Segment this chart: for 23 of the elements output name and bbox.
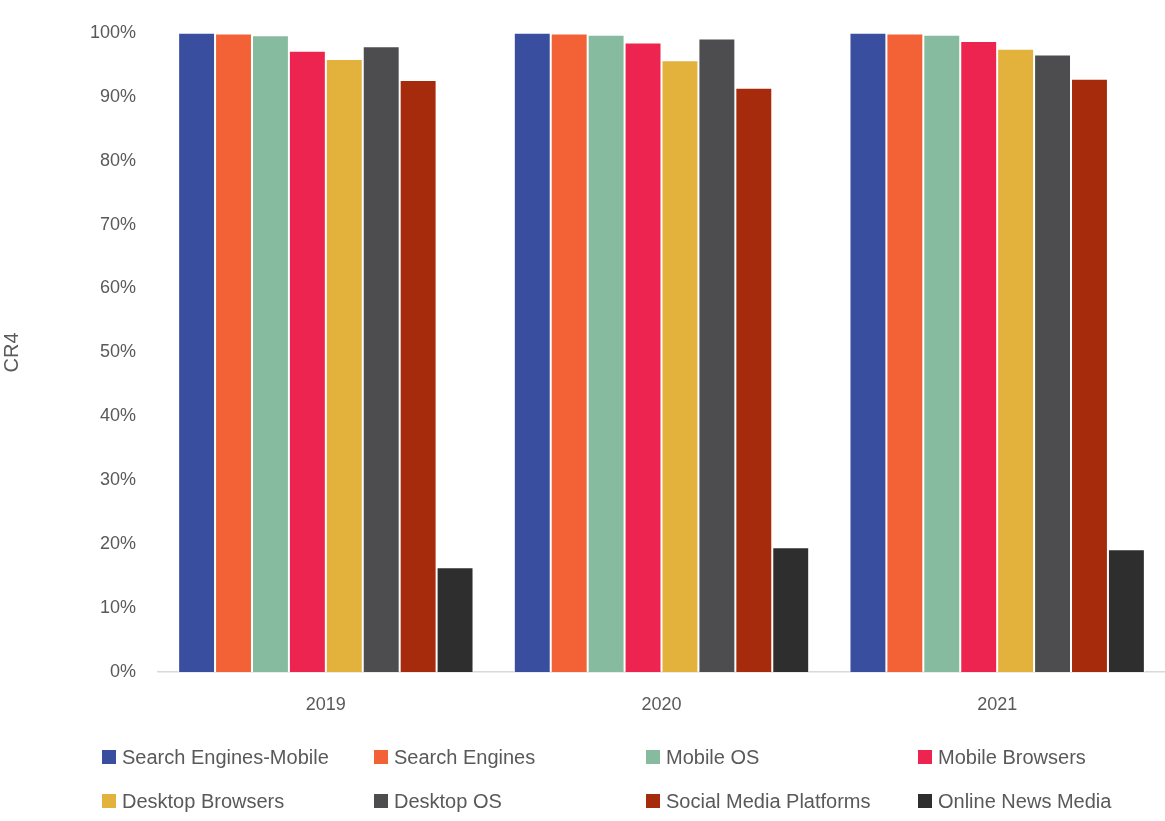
legend-label: Mobile OS [666, 745, 760, 769]
y-tick-label: 20% [99, 533, 136, 554]
y-tick-label: 40% [99, 405, 136, 426]
y-tick-label: 60% [99, 277, 136, 298]
legend-label: Online News Media [938, 789, 1112, 813]
legend-label: Search Engines-Mobile [122, 745, 329, 769]
x-tick-label: 2020 [641, 693, 682, 714]
y-tick-label: 50% [99, 341, 136, 362]
y-tick-label: 90% [99, 85, 136, 106]
y-tick-label: 30% [99, 469, 136, 490]
y-tick-label: 70% [99, 213, 136, 234]
y-tick-label: 80% [99, 149, 136, 170]
y-tick-label: 0% [109, 660, 136, 681]
x-tick-label: 2019 [305, 693, 346, 714]
y-axis-title: CR4 [0, 332, 22, 373]
legend-label: Social Media Platforms [666, 789, 871, 813]
legend-label: Mobile Browsers [938, 745, 1086, 769]
legend-label: Desktop OS [394, 789, 502, 813]
legend-label: Search Engines [394, 745, 536, 769]
y-tick-label: 10% [99, 597, 136, 618]
x-tick-label: 2021 [977, 693, 1018, 714]
y-tick-label: 100% [89, 21, 136, 42]
legend-label: Desktop Browsers [122, 789, 285, 813]
